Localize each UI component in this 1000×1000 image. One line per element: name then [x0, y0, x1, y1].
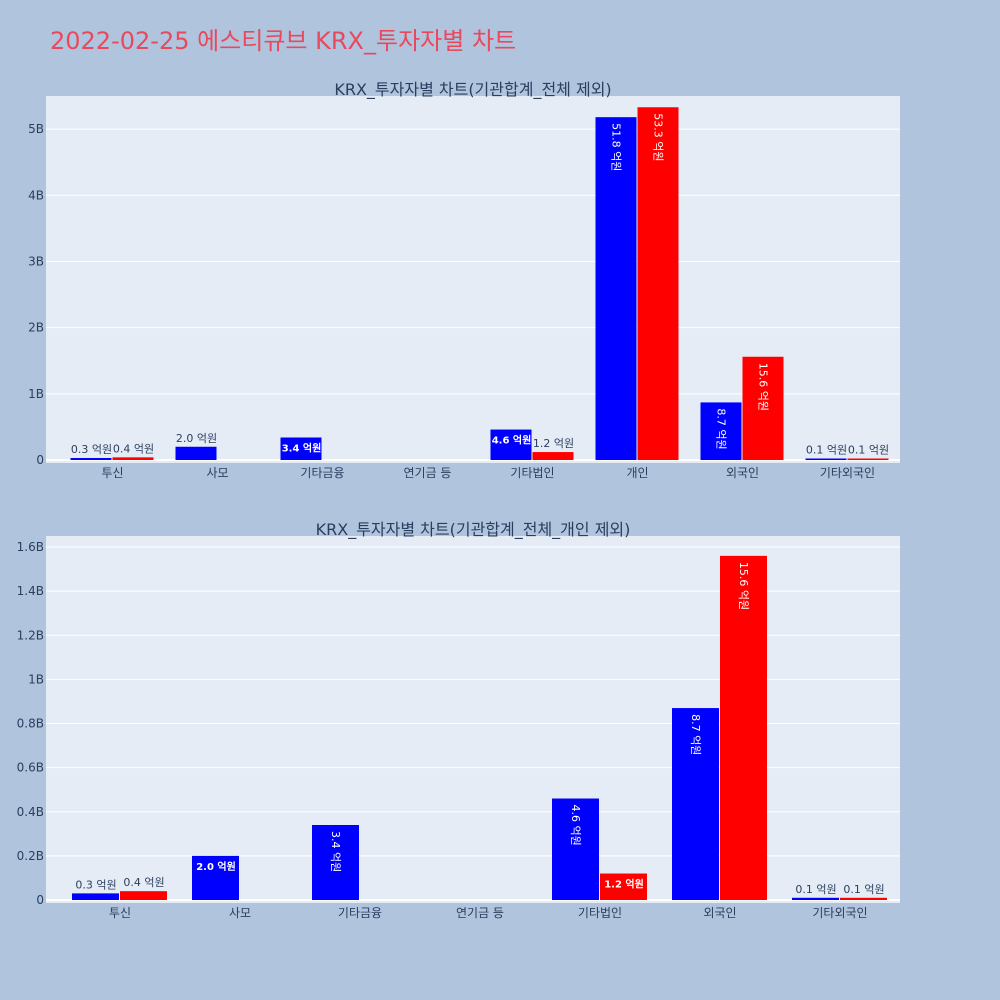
bar	[112, 457, 154, 460]
data-label: 8.7 억원	[715, 408, 728, 449]
data-label: 0.3 억원	[75, 878, 116, 891]
x-tick-label: 기타금융	[338, 906, 382, 920]
y-tick-label: 1.6B	[17, 540, 44, 554]
bar	[672, 708, 719, 900]
x-tick-label: 기타법인	[578, 906, 622, 920]
y-tick-label: 1.4B	[17, 584, 44, 598]
x-tick-label: 투신	[109, 906, 131, 920]
bar	[595, 117, 637, 460]
y-tick-label: 1B	[28, 672, 44, 686]
y-tick-label: 0.6B	[17, 761, 44, 775]
y-tick-label: 2B	[28, 321, 44, 335]
y-tick-label: 0	[36, 453, 44, 467]
bar	[72, 893, 119, 900]
x-tick-label: 사모	[206, 466, 228, 480]
data-label: 4.6 억원	[569, 805, 582, 846]
bar	[792, 897, 839, 900]
x-tick-label: 외국인	[726, 466, 759, 480]
chart-title: KRX_투자자별 차트(기관합계_전체_개인 제외)	[316, 520, 631, 540]
y-tick-label: 1.2B	[17, 628, 44, 642]
bar	[742, 356, 784, 460]
x-tick-label: 기타금융	[300, 466, 344, 480]
chart-top: KRX_투자자별 차트(기관합계_전체 제외) 0 1B 2B 3B 4B 5B 투신 0.3 …	[28, 80, 900, 480]
data-label: 15.6 억원	[737, 562, 750, 610]
bar	[805, 458, 847, 460]
bar	[552, 798, 599, 900]
data-label: 0.3 억원	[71, 443, 112, 456]
y-tick-label: 4B	[28, 188, 44, 202]
data-label: 2.0 억원	[196, 860, 236, 873]
x-tick-label: 기타외국인	[812, 906, 867, 920]
bar	[847, 458, 889, 460]
bar	[280, 437, 322, 460]
data-label: 0.4 억원	[113, 442, 154, 455]
data-label: 8.7 억원	[689, 714, 702, 755]
y-tick-label: 1B	[28, 387, 44, 401]
bar	[120, 891, 167, 900]
data-label: 0.1 억원	[848, 444, 889, 457]
x-tick-label: 개인	[626, 466, 648, 480]
data-label: 0.4 억원	[123, 876, 164, 889]
x-tick-label: 사모	[229, 906, 251, 920]
x-tick-label: 기타법인	[510, 466, 554, 480]
x-tick-label: 외국인	[703, 906, 736, 920]
chart-title: KRX_투자자별 차트(기관합계_전체 제외)	[334, 80, 611, 100]
bar	[490, 429, 532, 460]
page-title: 2022-02-25 에스티큐브 KRX_투자자별 차트	[50, 27, 516, 55]
data-label: 0.1 억원	[843, 883, 884, 896]
data-label: 4.6 억원	[492, 434, 532, 447]
y-tick-label: 0	[36, 893, 44, 907]
bar	[840, 897, 887, 900]
bar	[312, 824, 359, 900]
bar	[192, 855, 239, 900]
chart-bottom: KRX_투자자별 차트(기관합계_전체_개인 제외) 0 0.2B 0.4B 0.6B 0…	[17, 520, 900, 920]
data-label: 0.1 억원	[795, 883, 836, 896]
data-label: 3.4 억원	[282, 441, 322, 454]
data-label: 1.2 억원	[533, 437, 574, 450]
y-tick-label: 3B	[28, 254, 44, 268]
y-tick-label: 0.4B	[17, 805, 44, 819]
data-label: 1.2 억원	[604, 878, 644, 891]
data-label: 2.0 억원	[176, 432, 217, 445]
y-tick-label: 0.8B	[17, 717, 44, 731]
data-label: 53.3 억원	[652, 113, 665, 161]
data-label: 15.6 억원	[757, 363, 770, 411]
x-tick-label: 연기금 등	[404, 466, 452, 480]
x-tick-label: 투신	[101, 466, 123, 480]
x-tick-label: 연기금 등	[456, 906, 504, 920]
bar	[70, 458, 112, 460]
bar	[700, 402, 742, 460]
bar	[637, 107, 679, 460]
bar	[532, 452, 574, 460]
data-label: 51.8 억원	[610, 123, 623, 171]
bar	[600, 873, 647, 900]
x-tick-label: 기타외국인	[820, 466, 875, 480]
data-label: 3.4 억원	[329, 831, 342, 872]
y-tick-label: 0.2B	[17, 849, 44, 863]
bar	[720, 555, 767, 900]
bar	[175, 446, 217, 460]
y-tick-label: 5B	[28, 122, 44, 136]
data-label: 0.1 억원	[806, 444, 847, 457]
